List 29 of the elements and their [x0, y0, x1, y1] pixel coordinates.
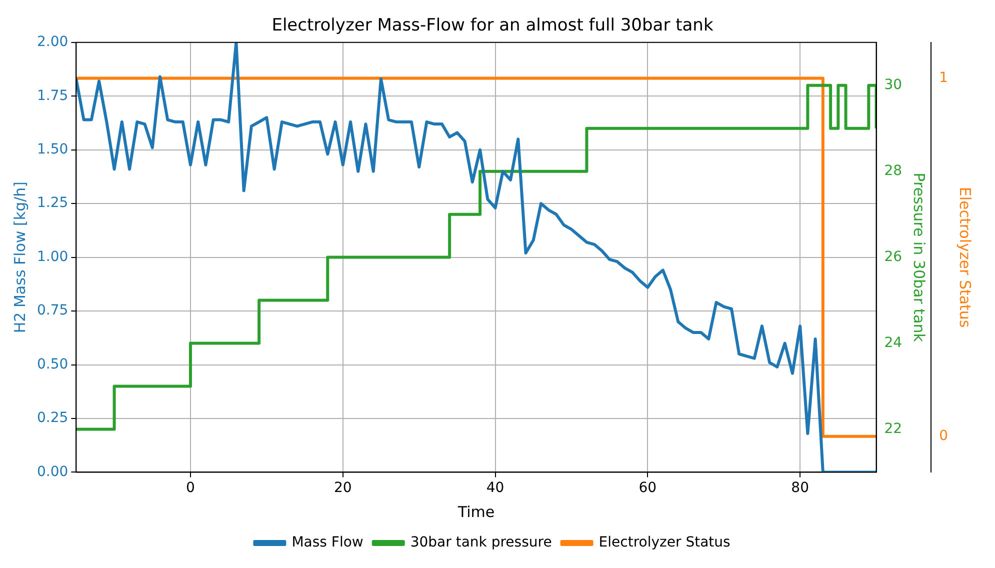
legend-label: 30bar tank pressure: [410, 534, 552, 551]
y-axis-title: H2 Mass Flow [kg/h]: [10, 181, 29, 334]
y2-tick-label: 30: [884, 77, 902, 94]
y2-tick-label: 22: [884, 420, 902, 437]
y3-tick-label: 1: [939, 70, 948, 86]
y-tick-label: 0.25: [37, 410, 68, 426]
y3-tick-label: 0: [939, 428, 948, 444]
y2-tick-label: 28: [884, 162, 902, 179]
legend-label: Mass Flow: [292, 534, 364, 551]
x-tick-label: 40: [486, 480, 504, 496]
y2-axis-title: Pressure in 30bar tank: [910, 172, 928, 342]
chart-title: Electrolyzer Mass-Flow for an almost full 30bar tank: [272, 16, 714, 36]
x-tick-label: 20: [334, 480, 352, 496]
y-tick-label: 1.00: [37, 248, 68, 265]
x-tick-label: 80: [791, 480, 809, 496]
legend-label: Electrolyzer Status: [598, 534, 730, 551]
y-tick-label: 0.00: [37, 464, 68, 480]
y2-tick-label: 26: [884, 248, 902, 265]
y-tick-label: 1.50: [37, 141, 68, 158]
y-tick-label: 1.25: [37, 195, 68, 212]
y-tick-label: 2.00: [37, 34, 68, 50]
x-tick-label: 0: [186, 480, 195, 496]
y-tick-label: 0.50: [37, 356, 68, 372]
x-axis-title: Time: [456, 502, 495, 521]
y3-axis-title: Electrolyzer Status: [956, 186, 974, 328]
y-tick-label: 0.75: [37, 302, 68, 319]
y2-tick-label: 24: [884, 334, 902, 351]
y-tick-label: 1.75: [37, 88, 68, 104]
x-tick-label: 60: [638, 480, 657, 496]
